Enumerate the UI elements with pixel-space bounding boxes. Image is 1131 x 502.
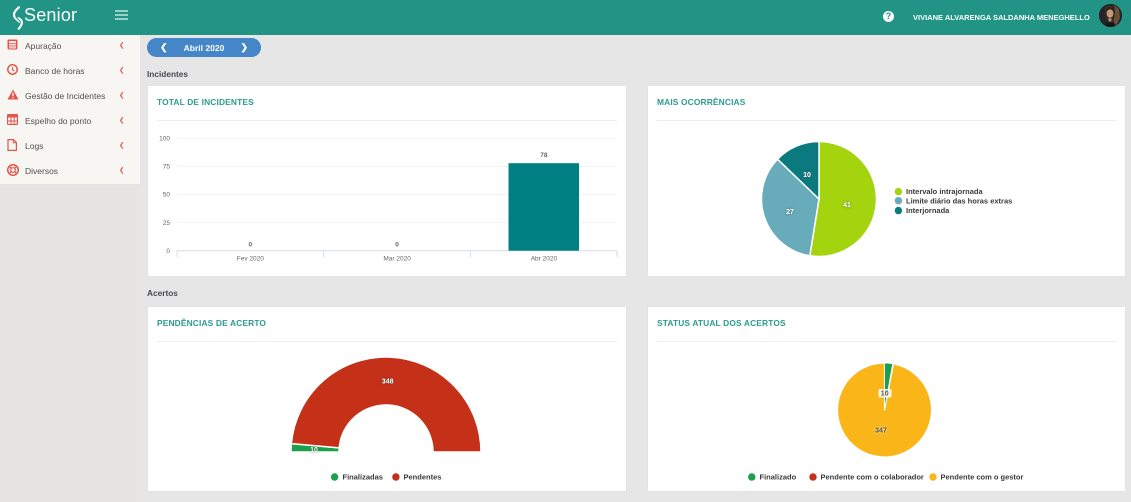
svg-text:78: 78 <box>540 152 548 159</box>
svg-text:Abr 2020: Abr 2020 <box>531 256 558 263</box>
svg-text:Limite diário das horas extras: Limite diário das horas extras <box>906 196 1012 205</box>
svg-text:10: 10 <box>803 172 811 179</box>
svg-text:0: 0 <box>248 242 252 249</box>
svg-text:100: 100 <box>159 136 170 143</box>
svg-text:25: 25 <box>163 220 171 227</box>
svg-text:0: 0 <box>166 248 170 255</box>
svg-text:347: 347 <box>875 428 887 435</box>
svg-text:Interjornada: Interjornada <box>906 206 950 215</box>
svg-text:Finalizadas: Finalizadas <box>343 473 383 482</box>
svg-text:Fev 2020: Fev 2020 <box>237 256 264 263</box>
svg-text:41: 41 <box>843 202 851 209</box>
svg-text:Pendente com o gestor: Pendente com o gestor <box>941 473 1024 482</box>
svg-text:Finalizado: Finalizado <box>760 473 797 482</box>
svg-text:Pendentes: Pendentes <box>404 473 442 482</box>
svg-text:Intervalo intrajornada: Intervalo intrajornada <box>906 187 984 196</box>
svg-text:Pendente com o colaborador: Pendente com o colaborador <box>821 473 924 482</box>
svg-text:10: 10 <box>881 391 889 398</box>
svg-text:10: 10 <box>310 447 318 454</box>
svg-text:50: 50 <box>163 192 171 199</box>
svg-text:348: 348 <box>382 378 394 385</box>
svg-text:75: 75 <box>163 164 171 171</box>
svg-text:Mar 2020: Mar 2020 <box>383 256 411 263</box>
svg-text:0: 0 <box>395 242 399 249</box>
svg-text:27: 27 <box>786 209 794 216</box>
